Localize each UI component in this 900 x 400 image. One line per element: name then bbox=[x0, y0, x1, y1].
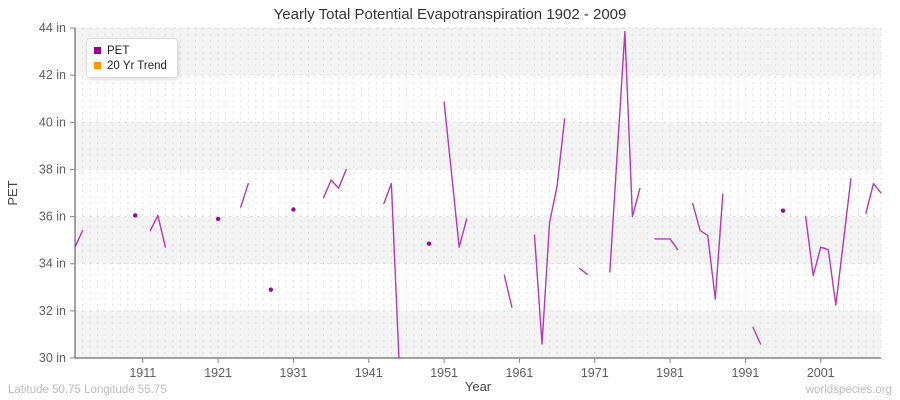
svg-text:1931: 1931 bbox=[280, 366, 308, 380]
svg-text:1921: 1921 bbox=[204, 366, 232, 380]
svg-text:32 in: 32 in bbox=[39, 304, 66, 318]
chart-title: Yearly Total Potential Evapotranspiratio… bbox=[273, 6, 627, 23]
legend: PET 20 Yr Trend bbox=[86, 38, 178, 78]
pet-series-marker-icon bbox=[94, 47, 101, 54]
svg-text:40 in: 40 in bbox=[39, 115, 66, 129]
svg-text:42 in: 42 in bbox=[39, 68, 66, 82]
svg-text:1941: 1941 bbox=[355, 366, 383, 380]
legend-item-trend: 20 Yr Trend bbox=[94, 58, 167, 73]
svg-text:1971: 1971 bbox=[581, 366, 609, 380]
y-axis-title: PET bbox=[5, 180, 20, 205]
svg-text:34 in: 34 in bbox=[39, 257, 66, 271]
svg-text:1961: 1961 bbox=[506, 366, 534, 380]
svg-text:36 in: 36 in bbox=[39, 210, 66, 224]
svg-text:1951: 1951 bbox=[430, 366, 458, 380]
legend-label-trend: 20 Yr Trend bbox=[107, 59, 167, 72]
legend-item-pet: PET bbox=[94, 43, 167, 58]
svg-text:1911: 1911 bbox=[129, 366, 156, 380]
svg-text:1991: 1991 bbox=[732, 366, 760, 380]
svg-text:1981: 1981 bbox=[656, 366, 684, 380]
trend-series-marker-icon bbox=[94, 62, 101, 69]
svg-text:38 in: 38 in bbox=[39, 162, 66, 176]
coordinates-caption: Latitude 50.75 Longitude 55.75 bbox=[8, 384, 167, 396]
legend-label-pet: PET bbox=[107, 44, 130, 57]
svg-text:30 in: 30 in bbox=[39, 351, 66, 365]
svg-text:2001: 2001 bbox=[807, 366, 835, 380]
watermark: worldspecies.org bbox=[805, 384, 892, 396]
svg-text:44 in: 44 in bbox=[39, 21, 66, 35]
x-axis-title: Year bbox=[465, 379, 492, 394]
